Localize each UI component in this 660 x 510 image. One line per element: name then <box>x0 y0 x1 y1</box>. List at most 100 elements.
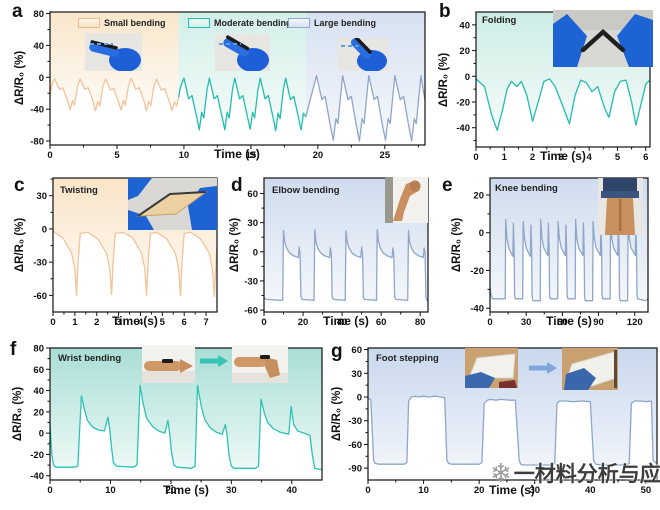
panel-b-y-axis-label: ΔR/R₀ (%) <box>438 52 450 108</box>
svg-text:15: 15 <box>246 150 257 161</box>
svg-text:20: 20 <box>166 485 177 496</box>
large-bending-photo-inset <box>338 38 388 71</box>
svg-text:40: 40 <box>286 485 297 496</box>
svg-text:30: 30 <box>521 317 532 328</box>
watermark-text: 一材料分析与应用 <box>513 463 660 486</box>
svg-text:6: 6 <box>643 152 648 163</box>
svg-text:0: 0 <box>357 393 362 404</box>
panel-f-y-axis-label: ΔR/R₀ (%) <box>12 386 24 442</box>
svg-text:40: 40 <box>337 317 348 328</box>
panel-c-x-axis-label: Time (s) <box>112 314 158 328</box>
svg-text:30: 30 <box>247 218 258 229</box>
svg-text:-40: -40 <box>470 304 484 315</box>
panel-e-y-axis-label: ΔR/R₀ (%) <box>451 217 463 273</box>
svg-text:0: 0 <box>39 429 44 440</box>
svg-text:0: 0 <box>473 152 478 163</box>
panel-d: 0 20 40 60 80 -60 -30 0 30 60 d ΔR/R₀ (%) Time (s… <box>229 168 442 340</box>
panel-g: 0 10 20 30 40 50 -90 -60 -30 0 30 60 g ΔR/R₀ (%) Ti… <box>330 340 660 510</box>
svg-text:0: 0 <box>50 317 55 328</box>
svg-text:0: 0 <box>261 317 266 328</box>
svg-text:-20: -20 <box>456 98 470 109</box>
legend-swatch-small <box>78 18 100 28</box>
svg-text:5: 5 <box>160 317 166 328</box>
foot-down-photo-inset <box>562 348 618 390</box>
svg-text:-40: -40 <box>456 123 470 134</box>
svg-text:40: 40 <box>33 41 44 52</box>
svg-text:4: 4 <box>587 152 593 163</box>
svg-text:30: 30 <box>36 191 47 202</box>
panel-d-y-axis-label: ΔR/R₀ (%) <box>229 217 241 273</box>
knee-photo-inset <box>598 178 643 235</box>
legend-swatch-large <box>288 18 310 28</box>
legend-label: Moderate bending <box>214 18 292 28</box>
svg-text:0: 0 <box>47 150 52 161</box>
panel-a-x-axis-label: Time (s) <box>214 147 260 161</box>
svg-text:1: 1 <box>72 317 78 328</box>
panel-a-plot: 0 5 10 15 20 25 -80 -40 0 40 80 <box>30 9 426 161</box>
panel-letter-g: g <box>331 341 343 362</box>
svg-text:60: 60 <box>33 365 44 376</box>
svg-text:2: 2 <box>94 317 99 328</box>
svg-text:3: 3 <box>558 152 563 163</box>
svg-text:20: 20 <box>459 46 470 57</box>
svg-text:7: 7 <box>203 317 208 328</box>
svg-text:10: 10 <box>105 485 116 496</box>
panel-f-annotation: Wrist bending <box>58 353 122 364</box>
svg-text:0: 0 <box>42 224 47 235</box>
snowflake-logo-icon: ❄ <box>490 458 512 488</box>
foot-up-photo-inset <box>465 348 518 388</box>
svg-text:-90: -90 <box>348 464 362 475</box>
svg-text:20: 20 <box>474 485 485 496</box>
svg-text:20: 20 <box>473 190 484 201</box>
panel-a: 0 5 10 15 20 25 -80 -40 0 40 80 a ΔR/R₀ (%) Time (… <box>0 0 435 168</box>
svg-text:-20: -20 <box>470 266 484 277</box>
svg-text:60: 60 <box>351 345 362 356</box>
svg-text:20: 20 <box>313 150 324 161</box>
panel-g-x-axis-label: Time (s) <box>489 483 535 497</box>
panel-letter-d: d <box>231 175 243 196</box>
svg-text:-60: -60 <box>33 291 47 302</box>
svg-text:80: 80 <box>415 317 426 328</box>
svg-text:10: 10 <box>179 150 190 161</box>
panel-g-annotation: Foot stepping <box>376 353 439 364</box>
svg-text:20: 20 <box>298 317 309 328</box>
panel-e-x-axis-label: Time (s) <box>546 314 592 328</box>
svg-text:0: 0 <box>465 72 470 83</box>
svg-text:0: 0 <box>47 485 52 496</box>
watermark: ❄ 一材料分析与应用 <box>490 458 660 488</box>
panel-letter-a: a <box>12 1 23 22</box>
svg-text:50: 50 <box>641 485 652 496</box>
svg-text:60: 60 <box>557 317 568 328</box>
svg-text:20: 20 <box>33 407 44 418</box>
svg-text:-30: -30 <box>33 258 47 269</box>
panel-e: 0 30 60 90 120 -40 -20 0 20 e ΔR/R₀ (%) Time (s)… <box>442 168 660 340</box>
svg-text:40: 40 <box>33 386 44 397</box>
svg-text:2: 2 <box>530 152 535 163</box>
svg-text:5: 5 <box>615 152 621 163</box>
svg-text:60: 60 <box>376 317 387 328</box>
svg-text:30: 30 <box>529 485 540 496</box>
svg-text:0: 0 <box>479 228 484 239</box>
svg-text:10: 10 <box>418 485 429 496</box>
svg-text:-30: -30 <box>348 416 362 427</box>
panel-c-y-axis-label: ΔR/R₀ (%) <box>14 217 26 273</box>
wrist-bent-photo-inset <box>232 345 288 383</box>
panel-letter-b: b <box>439 1 451 22</box>
panel-f-x-axis-label: Time (s) <box>163 483 209 497</box>
svg-text:40: 40 <box>585 485 596 496</box>
small-bending-photo-inset <box>85 33 142 71</box>
legend-label: Large bending <box>314 18 377 28</box>
svg-text:30: 30 <box>351 369 362 380</box>
svg-text:-20: -20 <box>30 450 44 461</box>
svg-text:0: 0 <box>487 317 492 328</box>
svg-text:90: 90 <box>593 317 604 328</box>
moderate-bending-photo-inset <box>215 34 270 71</box>
folding-photo-inset <box>553 10 653 67</box>
panel-c-annotation: Twisting <box>60 185 98 196</box>
svg-text:1: 1 <box>502 152 508 163</box>
arrow-right-icon <box>200 355 228 367</box>
wrist-flat-photo-inset <box>142 345 195 383</box>
legend-item-moderate-bending: Moderate bending <box>188 18 292 28</box>
panel-g-y-axis-label: ΔR/R₀ (%) <box>331 386 343 442</box>
